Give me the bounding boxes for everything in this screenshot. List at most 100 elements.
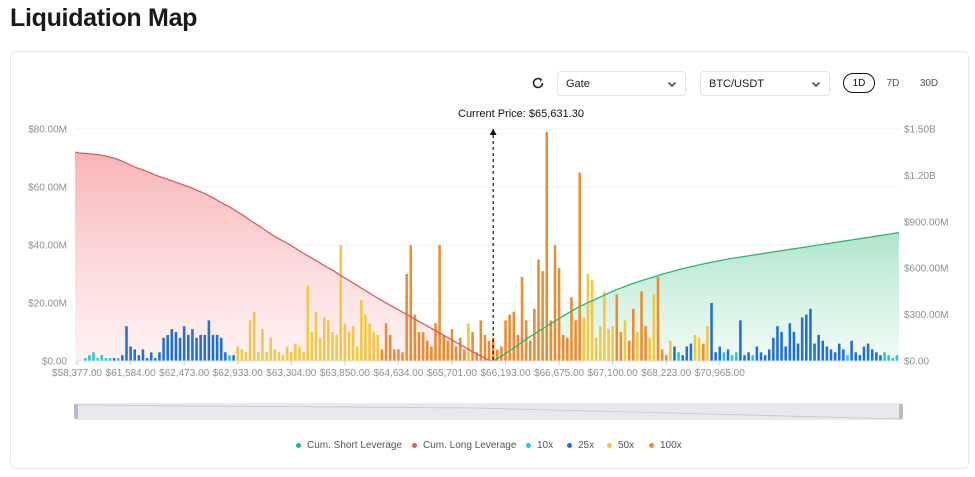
liquidation-bar [372, 332, 375, 361]
liquidation-bar [285, 346, 289, 361]
liquidation-bar [710, 303, 713, 361]
cum-long-line [74, 151, 494, 362]
liquidation-bar [833, 352, 837, 361]
cum-short-line [492, 231, 900, 362]
liquidation-bar [574, 320, 577, 361]
legend-50x[interactable]: 50x [607, 440, 634, 451]
pair-select-value: BTC/USDT [709, 77, 764, 90]
liquidation-bar [281, 355, 285, 361]
liquidation-bar [149, 352, 153, 361]
liquidation-bar [887, 355, 890, 361]
x-tick-label: $67,100.00 [588, 368, 638, 379]
liquidation-bar [199, 334, 202, 361]
scroller-right-handle[interactable] [899, 404, 903, 419]
x-tick-label: $62,473.00 [159, 368, 209, 379]
liquidation-bar [314, 311, 318, 361]
liquidation-bar [265, 352, 268, 361]
liquidation-bar [248, 320, 252, 361]
pair-select[interactable]: BTC/USDT [700, 71, 830, 96]
x-tick-label: $63,304.00 [266, 368, 316, 379]
liquidation-bar [397, 349, 400, 361]
liquidation-bar [257, 352, 260, 361]
range-7d-button[interactable]: 7D [886, 77, 900, 89]
liquidation-bar [195, 337, 198, 361]
liquidation-bar [92, 352, 95, 361]
liquidation-bar [784, 346, 787, 361]
liquidation-bar [586, 274, 590, 361]
legend-swatch [526, 443, 531, 448]
liquidation-bar [829, 349, 833, 361]
legend-25x[interactable]: 25x [567, 440, 594, 451]
y-left-tick-label: $20.00M [28, 299, 67, 310]
liquidation-bar [376, 334, 380, 361]
exchange-select[interactable]: Gate [557, 71, 686, 96]
liquidation-bar [454, 346, 458, 361]
x-tick-label: $58,377.00 [52, 368, 102, 379]
refresh-icon [532, 77, 544, 89]
x-tick-label: $66,193.00 [481, 368, 531, 379]
liquidation-bar [846, 355, 849, 361]
legend-swatch [649, 443, 654, 448]
liquidation-bar [121, 355, 124, 361]
y-right-tick-label: $600.00M [904, 264, 948, 275]
liquidation-bar [174, 332, 178, 361]
y-right-tick-label: $900.00M [904, 217, 948, 228]
legend-100x[interactable]: 100x [649, 440, 682, 451]
liquidation-bar [170, 329, 174, 361]
liquidation-bar [434, 323, 437, 361]
liquidation-bar [660, 349, 664, 361]
liquidation-bar [471, 332, 474, 361]
range-30d-button[interactable]: 30D [919, 77, 939, 89]
range-scroller[interactable] [75, 403, 902, 420]
liquidation-bar [685, 346, 689, 361]
liquidation-bar [669, 340, 672, 361]
liquidation-bar [895, 355, 899, 361]
liquidation-bar [413, 314, 417, 361]
liquidation-bar [207, 320, 211, 361]
liquidation-bar [603, 291, 606, 361]
legend-label: Cum. Short Leverage [307, 440, 403, 451]
liquidation-bar [154, 358, 157, 361]
liquidation-bar [850, 340, 853, 361]
y-left-tick-label: $80.00M [28, 125, 67, 136]
liquidation-bar [421, 332, 425, 361]
liquidation-bar [718, 346, 722, 361]
legend-10x[interactable]: 10x [526, 440, 553, 451]
liquidation-bar [599, 326, 602, 361]
scroller-mini-line [75, 404, 902, 420]
liquidation-bar [767, 349, 771, 361]
liquidation-bar [631, 308, 635, 361]
liquidation-bar [496, 349, 499, 361]
liquidation-bar [339, 245, 343, 361]
liquidation-bar [537, 259, 540, 361]
liquidation-bar [796, 343, 800, 361]
cum-long-area [75, 152, 494, 361]
liquidation-bar [607, 329, 610, 361]
legend-swatch [296, 443, 301, 448]
refresh-button[interactable] [529, 74, 547, 92]
liquidation-bar [228, 355, 231, 361]
legend-cum-long[interactable]: Cum. Long Leverage [412, 440, 516, 451]
liquidation-bar [520, 276, 524, 361]
liquidation-bar [211, 334, 215, 361]
liquidation-bar [759, 352, 763, 361]
legend-cum-short[interactable]: Cum. Short Leverage [296, 440, 402, 451]
liquidation-bar [244, 352, 248, 361]
liquidation-bar [817, 334, 820, 361]
liquidation-bar [730, 355, 734, 361]
liquidation-bar [166, 334, 169, 361]
liquidation-bar [100, 355, 104, 361]
legend-swatch [607, 443, 612, 448]
liquidation-bar [697, 337, 701, 361]
liquidation-bar [780, 332, 783, 361]
liquidation-bar [734, 352, 738, 361]
scroller-left-handle[interactable] [74, 404, 78, 419]
x-tick-label: $62,933.00 [213, 368, 263, 379]
liquidation-bar [364, 314, 367, 361]
liquidation-bar [755, 346, 759, 361]
liquidation-bar [401, 352, 404, 361]
liquidation-bar [425, 340, 429, 361]
range-1d-button[interactable]: 1D [843, 73, 875, 93]
liquidation-bar [347, 332, 351, 361]
liquidation-bar [722, 352, 726, 361]
